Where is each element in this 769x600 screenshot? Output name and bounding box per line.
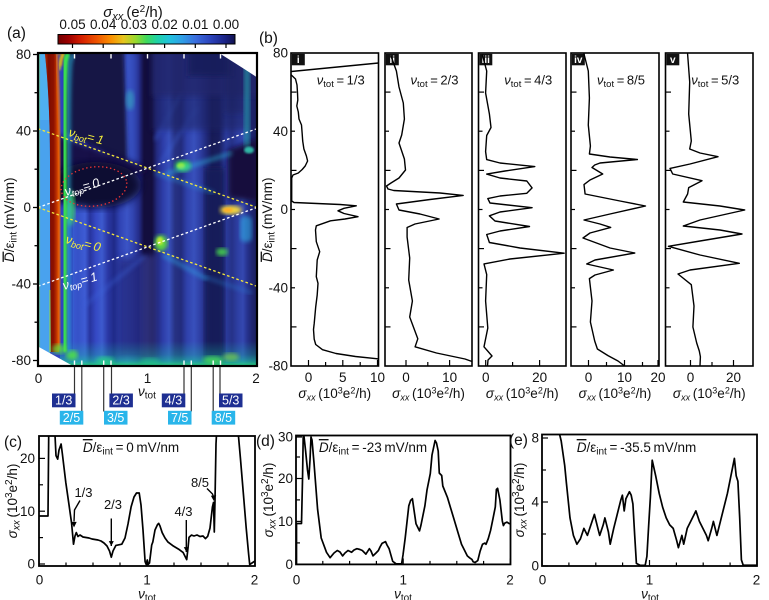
svg-text:80: 80 [16,47,31,62]
svg-text:νtot: νtot [641,587,659,600]
svg-text:4/3: 4/3 [174,504,192,519]
svg-text:D/εint (mV/nm): D/εint (mV/nm) [260,177,278,262]
svg-text:3/5: 3/5 [107,411,124,425]
svg-text:D/εint = -35.5 mV/nm: D/εint = -35.5 mV/nm [577,440,697,458]
svg-text:0: 0 [539,573,547,588]
svg-text:8/5: 8/5 [191,475,209,490]
svg-text:20: 20 [20,451,35,466]
svg-text:0: 0 [293,573,301,588]
svg-text:0: 0 [27,557,35,572]
svg-text:10: 10 [20,504,35,519]
svg-text:0: 0 [36,573,44,588]
svg-text:D/εint = -23 mV/nm: D/εint = -23 mV/nm [319,440,427,458]
svg-text:νtot = 4/3: νtot = 4/3 [504,73,552,91]
svg-text:νtop= 0: νtop= 0 [63,176,101,201]
svg-text:νtop= 1: νtop= 1 [61,270,99,295]
svg-text:1: 1 [143,573,151,588]
svg-text:80: 80 [273,46,288,61]
svg-text:σxx (103e2/h): σxx (103e2/h) [673,386,746,403]
svg-text:20: 20 [278,471,293,486]
svg-text:0: 0 [402,370,410,385]
svg-text:0.00: 0.00 [213,17,239,32]
svg-text:7/5: 7/5 [171,411,188,425]
svg-text:σxx (103e2/h): σxx (103e2/h) [579,386,652,403]
svg-text:1/3: 1/3 [55,394,72,408]
svg-text:-40: -40 [11,277,31,292]
svg-text:1: 1 [399,573,407,588]
svg-text:-40: -40 [268,281,288,296]
svg-text:1/3: 1/3 [74,485,92,500]
svg-text:νtot = 5/3: νtot = 5/3 [691,73,739,91]
svg-text:νtot = 2/3: νtot = 2/3 [411,73,459,91]
svg-text:1: 1 [646,573,654,588]
svg-text:νtot = 8/5: νtot = 8/5 [597,73,645,91]
svg-text:20: 20 [650,370,665,385]
svg-text:2/3: 2/3 [112,394,129,408]
svg-text:iv: iv [574,55,583,66]
svg-text:νtot: νtot [138,384,156,402]
svg-text:8: 8 [531,431,539,446]
svg-text:2/5: 2/5 [63,411,80,425]
svg-text:σxx (103e2/h): σxx (103e2/h) [486,386,559,403]
svg-text:(a): (a) [7,25,26,42]
svg-text:-80: -80 [268,359,288,374]
svg-text:10: 10 [370,370,385,385]
svg-text:0: 0 [531,559,539,574]
svg-text:2: 2 [753,573,761,588]
svg-text:4/3: 4/3 [165,394,182,408]
svg-text:D/εint = 0 mV/nm: D/εint = 0 mV/nm [83,440,179,458]
svg-text:σxx (e2/h): σxx (e2/h) [103,4,162,23]
svg-text:30: 30 [278,430,293,445]
svg-text:20: 20 [532,370,547,385]
svg-text:0: 0 [687,370,695,385]
svg-text:i: i [297,55,300,66]
svg-text:(c): (c) [4,434,22,451]
svg-text:20: 20 [726,370,741,385]
svg-text:σxx (103e2/h): σxx (103e2/h) [511,463,530,538]
svg-text:2: 2 [252,371,260,386]
svg-text:0.03: 0.03 [121,17,147,32]
svg-text:0.05: 0.05 [59,17,85,32]
svg-text:νtot: νtot [138,587,156,600]
svg-text:σxx (103e2/h): σxx (103e2/h) [260,463,279,538]
svg-text:0: 0 [280,202,288,217]
svg-text:σxx (103e2/h): σxx (103e2/h) [4,464,23,539]
svg-text:5: 5 [339,370,347,385]
svg-text:iii: iii [482,55,491,66]
svg-text:5/3: 5/3 [222,394,239,408]
svg-text:2: 2 [251,573,259,588]
svg-text:νbot= 1: νbot= 1 [67,125,105,149]
svg-text:10: 10 [442,370,457,385]
svg-text:10: 10 [278,514,293,529]
svg-text:2: 2 [506,573,514,588]
svg-text:v: v [670,55,676,66]
svg-text:2/3: 2/3 [104,497,122,512]
svg-text:0.02: 0.02 [151,17,177,32]
svg-text:0.04: 0.04 [90,17,117,32]
svg-text:νtot = 1/3: νtot = 1/3 [317,73,365,91]
svg-text:0: 0 [23,200,31,215]
svg-text:(e): (e) [509,432,528,449]
svg-text:4: 4 [531,495,539,510]
svg-text:0.01: 0.01 [182,17,208,32]
svg-text:10: 10 [617,370,632,385]
svg-text:νbot= 0: νbot= 0 [64,232,102,256]
svg-text:σxx (103e2/h): σxx (103e2/h) [298,386,371,403]
svg-text:0: 0 [35,371,43,386]
svg-text:(d): (d) [256,433,275,450]
svg-text:D/εint (mV/nm): D/εint (mV/nm) [2,177,20,262]
svg-text:νtot: νtot [394,587,412,600]
svg-text:40: 40 [16,124,31,139]
svg-text:0: 0 [585,370,593,385]
svg-text:-80: -80 [11,353,31,368]
svg-text:40: 40 [273,124,288,139]
svg-text:σxx (103e2/h): σxx (103e2/h) [392,386,465,403]
svg-text:8/5: 8/5 [215,411,232,425]
svg-text:0: 0 [305,370,313,385]
svg-text:0: 0 [482,370,490,385]
svg-text:(b): (b) [259,30,278,47]
svg-text:1: 1 [144,371,152,386]
svg-text:0: 0 [285,557,293,572]
